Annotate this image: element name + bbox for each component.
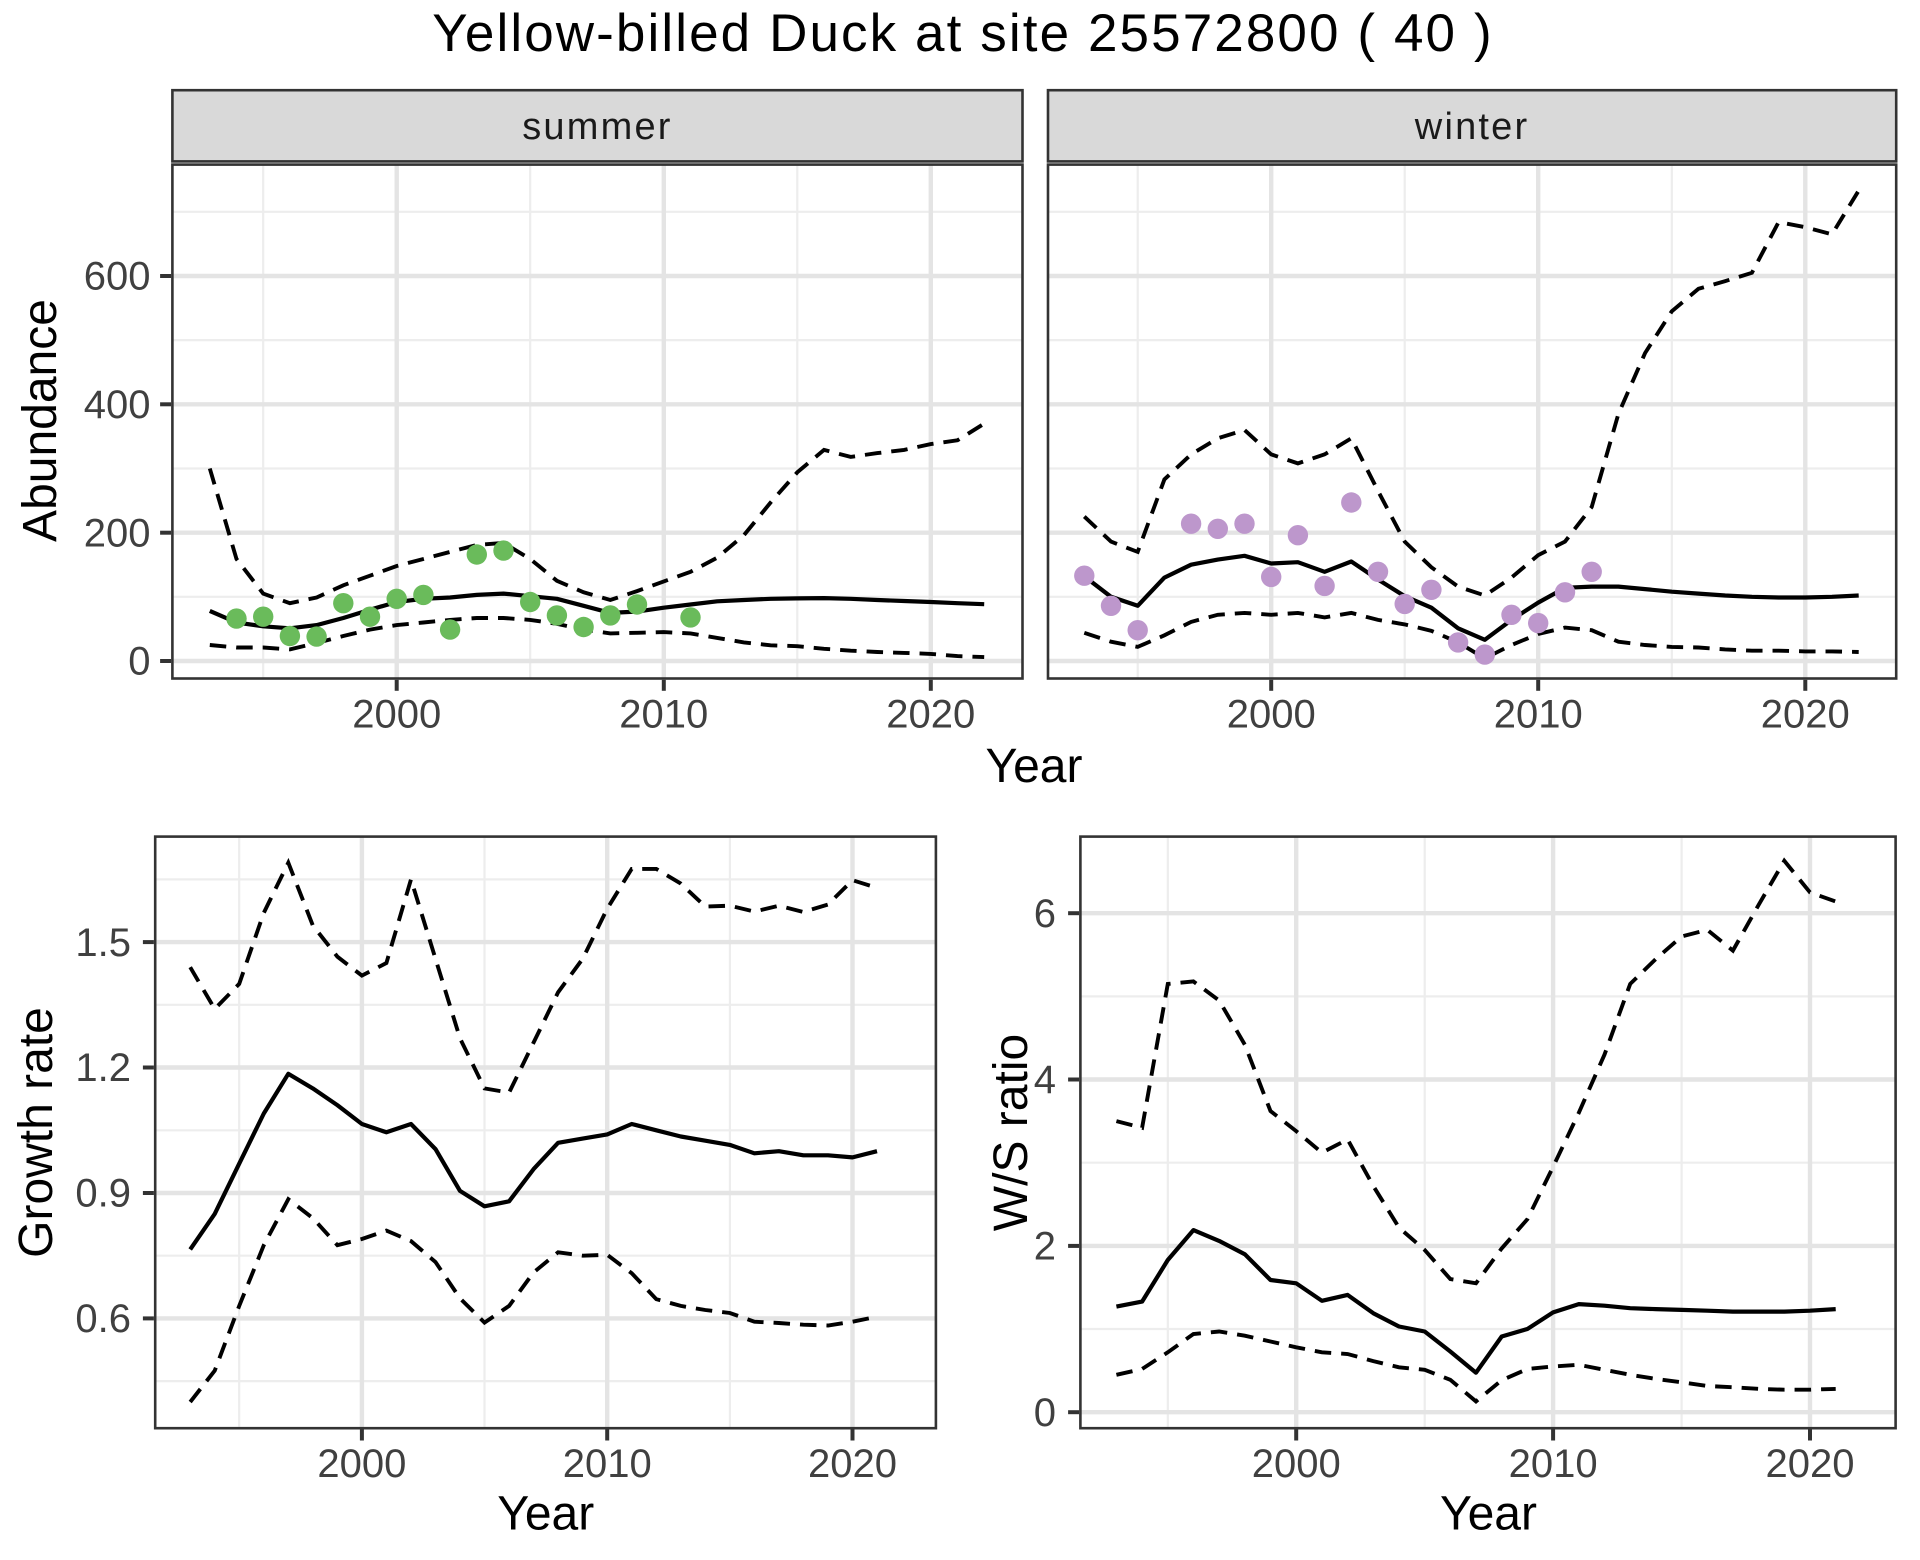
svg-text:0: 0: [1034, 1391, 1056, 1435]
svg-text:200: 200: [84, 511, 151, 555]
svg-text:2010: 2010: [619, 693, 708, 737]
svg-text:Year: Year: [1440, 1488, 1537, 1541]
svg-text:0.9: 0.9: [75, 1172, 131, 1216]
svg-text:0: 0: [128, 640, 150, 684]
svg-text:2010: 2010: [563, 1442, 652, 1486]
svg-text:4: 4: [1034, 1058, 1056, 1102]
svg-text:Abundance: Abundance: [14, 299, 67, 542]
svg-text:summer: summer: [522, 106, 672, 148]
svg-text:0.6: 0.6: [75, 1297, 131, 1341]
svg-text:6: 6: [1034, 892, 1056, 936]
svg-text:2020: 2020: [886, 693, 975, 737]
svg-text:Yellow-billed Duck at site 255: Yellow-billed Duck at site 25572800 ( 40…: [432, 4, 1493, 63]
svg-text:winter: winter: [1414, 106, 1530, 148]
svg-text:2020: 2020: [808, 1442, 897, 1486]
svg-text:2010: 2010: [1509, 1442, 1598, 1486]
svg-text:W/S ratio: W/S ratio: [985, 1034, 1038, 1231]
svg-text:1.2: 1.2: [75, 1046, 131, 1090]
svg-text:2000: 2000: [1227, 693, 1316, 737]
svg-text:400: 400: [84, 383, 151, 427]
svg-text:2010: 2010: [1494, 693, 1583, 737]
svg-text:Year: Year: [497, 1488, 594, 1541]
svg-text:2020: 2020: [1766, 1442, 1855, 1486]
svg-text:Growth rate: Growth rate: [10, 1007, 63, 1258]
svg-text:2020: 2020: [1761, 693, 1850, 737]
svg-text:1.5: 1.5: [75, 921, 131, 965]
svg-text:Year: Year: [986, 740, 1083, 793]
svg-text:2000: 2000: [1252, 1442, 1341, 1486]
svg-text:600: 600: [84, 255, 151, 299]
svg-text:2000: 2000: [352, 693, 441, 737]
svg-text:2000: 2000: [317, 1442, 406, 1486]
svg-text:2: 2: [1034, 1225, 1056, 1269]
